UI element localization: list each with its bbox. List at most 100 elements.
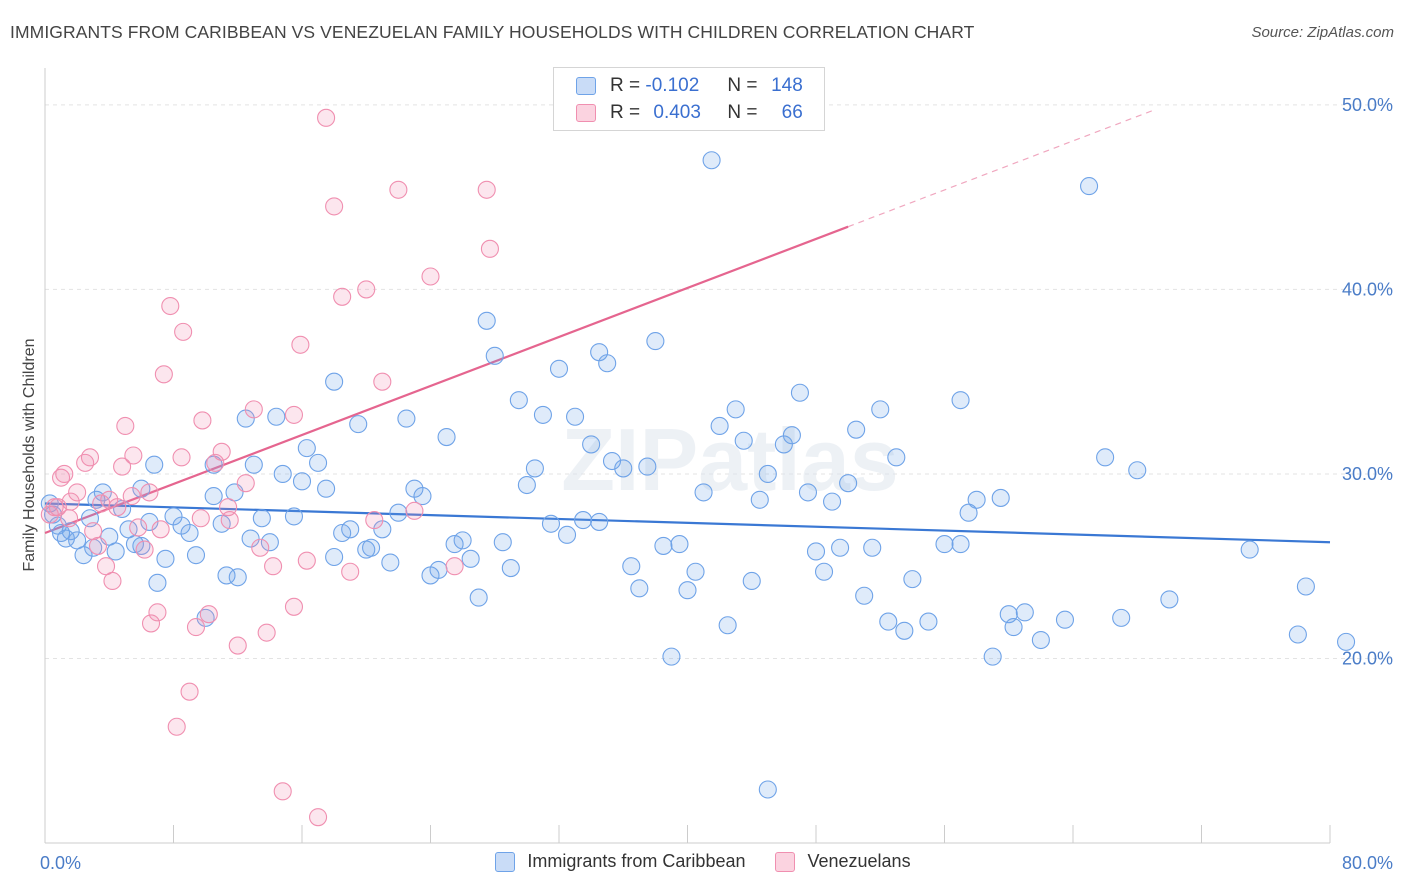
point-caribbean — [887, 448, 906, 467]
point-venezuelan — [264, 557, 283, 576]
point-caribbean — [1160, 590, 1179, 609]
point-caribbean — [1096, 448, 1115, 467]
point-caribbean — [742, 571, 761, 591]
point-venezuelan — [174, 322, 193, 341]
point-caribbean — [903, 570, 922, 589]
point-caribbean — [710, 416, 729, 436]
point-venezuelan — [80, 448, 100, 467]
point-venezuelan — [228, 636, 247, 655]
point-venezuelan — [206, 453, 225, 472]
point-venezuelan — [172, 448, 191, 467]
legend-label-venezuelans: Venezuelans — [807, 851, 911, 871]
point-caribbean — [485, 346, 504, 365]
point-caribbean — [750, 490, 769, 509]
point-caribbean — [983, 647, 1002, 666]
legend-label-caribbean: Immigrants from Caribbean — [527, 851, 746, 871]
point-caribbean — [638, 457, 657, 476]
point-venezuelan — [199, 605, 218, 624]
point-caribbean — [325, 372, 344, 391]
point-caribbean — [823, 492, 842, 511]
point-caribbean — [758, 780, 777, 799]
point-caribbean — [622, 557, 641, 576]
point-caribbean — [726, 400, 745, 419]
legend-n-value: 148 — [771, 75, 803, 96]
point-caribbean — [1015, 603, 1034, 622]
point-caribbean — [349, 415, 368, 434]
point-caribbean — [1080, 177, 1099, 196]
point-caribbean — [509, 391, 528, 410]
point-caribbean — [967, 490, 986, 509]
point-venezuelan — [76, 453, 95, 472]
point-caribbean — [61, 522, 80, 541]
point-caribbean — [831, 538, 850, 557]
point-caribbean — [228, 568, 247, 587]
point-caribbean — [186, 546, 206, 565]
point-venezuelan — [55, 464, 74, 484]
point-caribbean — [453, 531, 472, 550]
point-caribbean — [1004, 618, 1023, 637]
point-venezuelan — [284, 405, 304, 424]
point-caribbean — [325, 547, 344, 567]
point-caribbean — [598, 354, 617, 373]
point-caribbean — [106, 542, 125, 561]
point-caribbean — [362, 538, 381, 557]
point-venezuelan — [154, 365, 173, 384]
point-caribbean — [678, 581, 697, 600]
point-venezuelan — [236, 474, 255, 493]
point-venezuelan — [373, 372, 392, 391]
point-venezuelan — [103, 571, 122, 591]
point-venezuelan — [140, 483, 159, 502]
point-caribbean — [461, 549, 480, 568]
point-caribbean — [1055, 610, 1075, 629]
tick-labels: 20.0% 30.0% 40.0% 50.0% 0.0% 80.0% — [40, 95, 1393, 873]
point-venezuelan — [61, 492, 80, 511]
point-caribbean — [533, 405, 552, 424]
point-caribbean — [879, 612, 898, 631]
point-caribbean — [260, 533, 279, 552]
legend-swatch-pink — [576, 104, 596, 122]
point-venezuelan — [124, 446, 143, 465]
point-venezuelan — [325, 197, 344, 216]
point-caribbean — [871, 400, 890, 419]
point-caribbean — [244, 455, 263, 474]
point-caribbean — [549, 359, 569, 378]
y-tick-label: 30.0% — [1342, 464, 1393, 484]
y-tick-label: 40.0% — [1342, 279, 1393, 299]
point-venezuelan — [88, 536, 108, 555]
point-venezuelan — [273, 782, 292, 801]
point-venezuelan — [219, 498, 238, 517]
chart-title: IMMIGRANTS FROM CARIBBEAN VS VENEZUELAN … — [10, 22, 975, 42]
point-caribbean — [814, 562, 834, 581]
point-caribbean — [582, 435, 601, 454]
point-caribbean — [1288, 625, 1307, 644]
point-caribbean — [389, 503, 408, 522]
point-caribbean — [991, 488, 1010, 507]
point-venezuelan — [122, 487, 141, 506]
point-caribbean — [590, 512, 609, 531]
point-caribbean — [381, 553, 400, 572]
point-caribbean — [1240, 540, 1259, 559]
legend-n-label: N = — [727, 102, 758, 123]
point-caribbean — [517, 475, 536, 495]
point-caribbean — [148, 573, 167, 592]
point-venezuelan — [421, 267, 440, 286]
point-venezuelan — [167, 717, 186, 736]
point-caribbean — [1337, 632, 1356, 651]
trend-extension-venezuelans — [847, 109, 1154, 228]
point-venezuelan — [180, 682, 199, 701]
point-caribbean — [204, 487, 223, 506]
correlation-legend: R = -0.102 N = 148 R = 0.403 N = 66 — [553, 67, 825, 131]
point-caribbean — [1112, 608, 1131, 627]
point-caribbean — [758, 464, 777, 484]
point-caribbean — [702, 151, 721, 170]
point-venezuelan — [389, 180, 408, 199]
point-venezuelan — [477, 180, 496, 199]
point-caribbean — [646, 332, 665, 351]
point-caribbean — [297, 439, 316, 458]
point-caribbean — [541, 514, 561, 533]
point-venezuelan — [333, 287, 352, 306]
point-caribbean — [863, 538, 882, 557]
point-venezuelan — [193, 411, 212, 430]
point-venezuelan — [297, 551, 316, 570]
